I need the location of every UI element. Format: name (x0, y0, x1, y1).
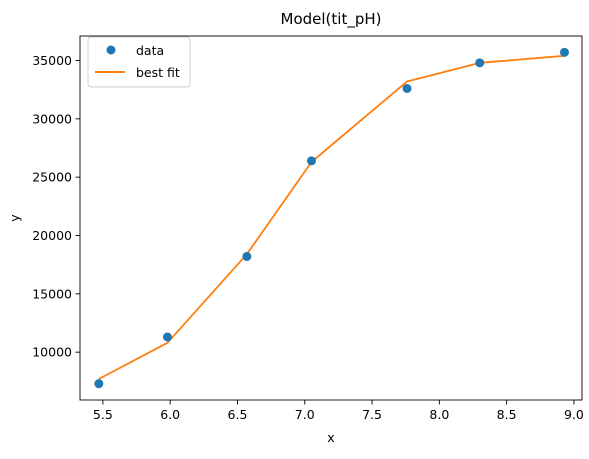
x-tick-label: 6.5 (228, 407, 248, 422)
x-tick-label: 7.5 (362, 407, 382, 422)
y-tick-label: 20000 (32, 228, 72, 243)
x-tick-label: 7.0 (295, 407, 315, 422)
y-tick-label: 30000 (32, 111, 72, 126)
y-axis-ticks: 10000 15000 20000 25000 30000 35000 (32, 53, 80, 360)
legend-label-data: data (136, 43, 164, 58)
x-tick-label: 8.0 (429, 407, 449, 422)
y-tick-label: 15000 (32, 286, 72, 301)
x-tick-label: 9.0 (564, 407, 584, 422)
chart-title: Model(tit_pH) (281, 10, 382, 29)
data-point (242, 252, 252, 261)
legend-marker-data (106, 45, 116, 55)
y-tick-label: 25000 (32, 170, 72, 185)
y-axis-label: y (7, 214, 22, 222)
x-tick-label: 5.5 (93, 407, 113, 422)
plot-frame (79, 35, 583, 401)
legend: data best fit (87, 36, 191, 88)
y-tick-label: 35000 (32, 53, 72, 68)
data-point (94, 379, 104, 389)
data-point (306, 156, 316, 166)
x-tick-label: 8.5 (497, 407, 517, 422)
data-point (402, 84, 412, 93)
x-axis-ticks: 5.5 6.0 6.5 7.0 7.5 8.0 8.5 9.0 (93, 400, 584, 422)
data-point (162, 332, 172, 342)
x-axis-label: x (327, 430, 334, 445)
data-point (560, 47, 570, 57)
legend-label-best-fit: best fit (136, 65, 180, 80)
series-layer (94, 47, 570, 389)
y-tick-label: 10000 (32, 345, 72, 360)
data-point (475, 58, 485, 68)
x-tick-label: 6.0 (160, 407, 180, 422)
